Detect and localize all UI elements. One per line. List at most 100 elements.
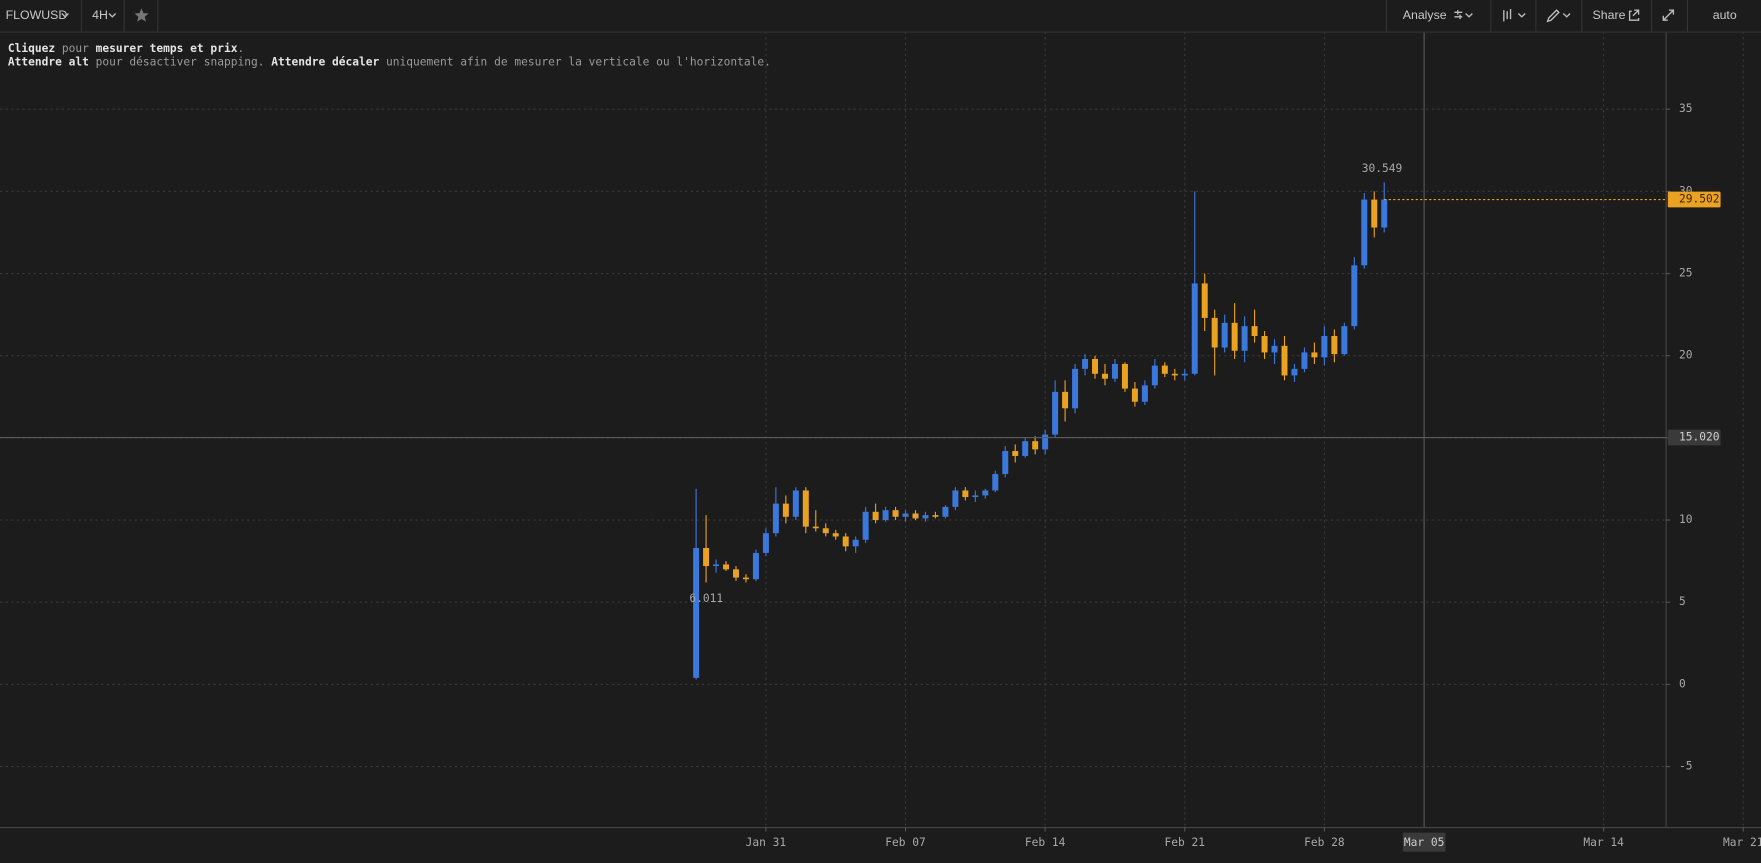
crosshair-x-box (1402, 832, 1446, 852)
toolbar-bg (0, 0, 1761, 32)
candle-body (1221, 322, 1228, 348)
candle-body (932, 515, 939, 517)
candle-body (1101, 373, 1108, 379)
candle-body (1062, 391, 1069, 409)
chevron (1517, 13, 1526, 18)
chevron (108, 13, 117, 18)
candle-body (912, 513, 919, 519)
hint-part: uniquement afin de mesurer la verticale … (379, 55, 771, 68)
candle-body (1042, 434, 1049, 450)
fullscreen-button[interactable] (1662, 9, 1675, 21)
candle-body (812, 526, 819, 529)
symbol[interactable]: FLOWUSD (6, 8, 68, 22)
x-tick-label: Feb 07 (885, 836, 926, 849)
candle-body (772, 503, 779, 534)
x-tick-label: Feb 14 (1025, 836, 1066, 849)
candle-body (1201, 283, 1208, 318)
candle-body (1351, 265, 1358, 327)
candle-body (862, 511, 869, 540)
low-label: 6.011 (689, 592, 723, 605)
candle-body (922, 515, 929, 519)
candle-body (1291, 368, 1298, 376)
candle-body (1261, 335, 1268, 353)
y-tick-label: 5 (1679, 595, 1686, 608)
candle-body (1271, 345, 1278, 353)
candle-body (1311, 352, 1318, 358)
candle-body (1012, 451, 1019, 456)
candle-body (1161, 365, 1168, 374)
crosshair-y-label: 15.020 (1679, 431, 1720, 444)
share-button[interactable]: Share (1593, 8, 1640, 22)
scale-mode[interactable]: auto (1713, 8, 1737, 22)
chevron (1562, 13, 1571, 18)
high-label: 30.549 (1362, 162, 1403, 175)
candle-body (992, 474, 999, 491)
candle-body (1191, 283, 1198, 374)
crosshair-x-label: Mar 05 (1404, 836, 1445, 849)
candle-body (822, 528, 829, 534)
interval-button[interactable]: 4H (92, 8, 117, 22)
candle-body (1002, 451, 1009, 475)
hint-line: Cliquez pour mesurer temps et prix. (8, 42, 244, 55)
candle-body (1241, 326, 1248, 351)
y-tick-label: 20 (1679, 349, 1693, 362)
external-icon (1628, 9, 1640, 21)
candle-body (872, 511, 879, 521)
candle-body (713, 564, 720, 567)
candle-body (742, 577, 749, 580)
candle-body (733, 569, 739, 578)
candle-body (802, 490, 809, 527)
candle-body (902, 513, 909, 517)
candle-body (723, 564, 730, 570)
candle-body (892, 510, 899, 517)
chart-type-button[interactable] (1503, 8, 1526, 22)
hint-line: Attendre alt pour désactiver snapping. A… (8, 55, 771, 68)
y-tick-label: -5 (1679, 760, 1693, 773)
candle-body (1181, 373, 1188, 376)
draw-button[interactable] (1546, 9, 1571, 23)
analyse-button[interactable]: Analyse (1403, 8, 1473, 22)
candle-body (1082, 358, 1089, 369)
candle-body (962, 490, 969, 498)
candle-body (982, 490, 989, 496)
y-tick-label: 35 (1679, 102, 1693, 115)
candle-body (1032, 441, 1039, 450)
candle-body (972, 495, 979, 498)
y-tick-label: 25 (1679, 267, 1693, 280)
symbol-button[interactable]: FLOWUSD (6, 8, 69, 22)
candle-body (1151, 365, 1158, 386)
candle-body (782, 503, 789, 517)
candle-body (1092, 358, 1099, 374)
candle-body (1211, 317, 1218, 348)
candle-body (1251, 326, 1258, 336)
hint-part: Cliquez (8, 42, 55, 55)
hint-part: pour (55, 42, 96, 55)
candle-body (1131, 388, 1138, 402)
candle-body (1371, 199, 1378, 228)
candle-body (752, 552, 759, 580)
interval[interactable]: 4H (92, 8, 108, 22)
analyse[interactable]: Analyse (1403, 8, 1447, 22)
share[interactable]: Share (1593, 8, 1626, 22)
x-tick-label: Mar 21 (1723, 836, 1761, 849)
candle-body (1111, 363, 1118, 379)
candle-body (762, 533, 769, 553)
pencil-icon (1546, 9, 1560, 23)
analyse-icon (1454, 10, 1463, 20)
favorite-star[interactable] (134, 8, 149, 22)
candle-body (1141, 385, 1148, 402)
candle-body (882, 510, 889, 521)
x-tick-label: Jan 31 (746, 836, 787, 849)
chevron (61, 13, 69, 18)
candle-body (1361, 199, 1368, 266)
last-price-label: 29.502 (1679, 193, 1720, 206)
x-tick-label: Mar 14 (1583, 836, 1624, 849)
x-tick-label: Feb 21 (1165, 836, 1206, 849)
last-price-box (1667, 191, 1721, 208)
candle-body (1121, 363, 1128, 389)
toolbar: FLOWUSD 4H Analyse Share (0, 0, 1761, 33)
y-tick-label: 10 (1679, 513, 1693, 526)
